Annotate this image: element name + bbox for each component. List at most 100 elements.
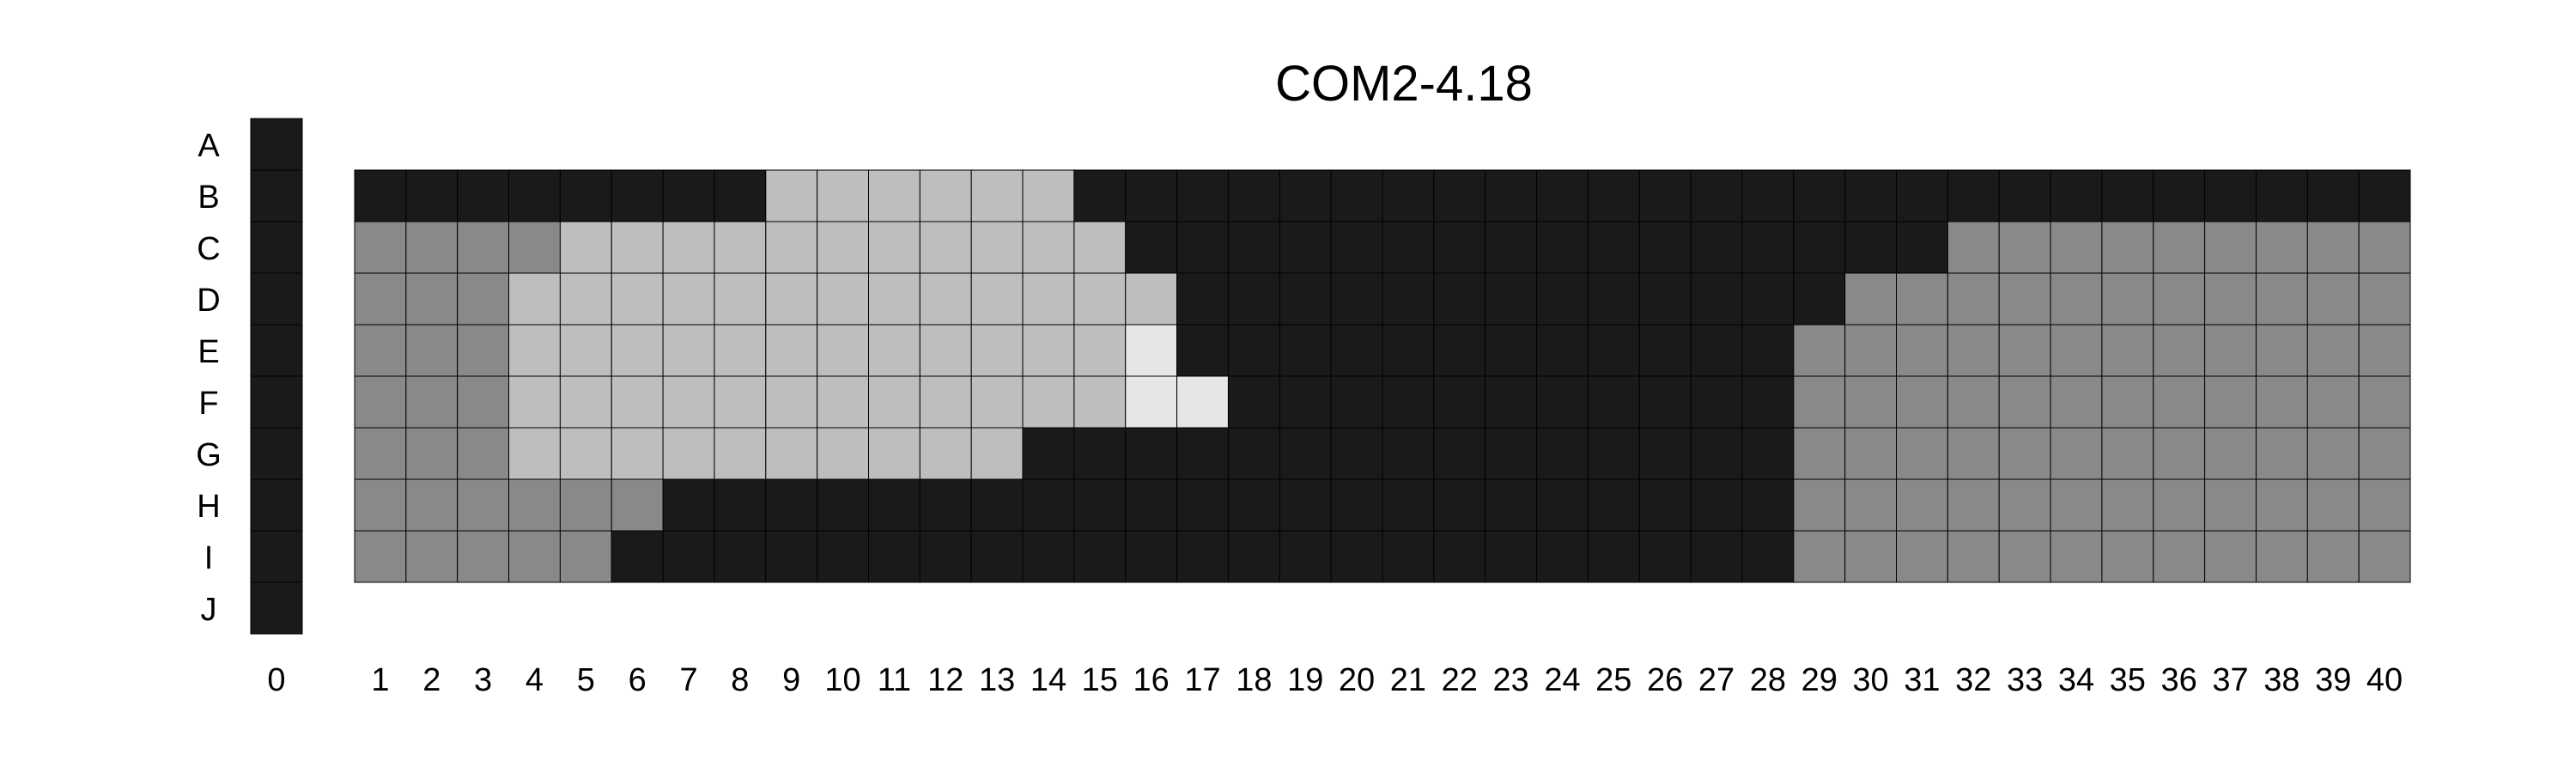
cell-G-26 xyxy=(1638,427,1692,480)
cell-H-19 xyxy=(1279,478,1332,532)
cell-B-31 xyxy=(1896,169,1948,222)
cell-F-4 xyxy=(508,375,561,429)
cell-E-21 xyxy=(1382,324,1435,377)
cell-E-0 xyxy=(250,324,303,377)
cell-D-18 xyxy=(1227,272,1280,326)
column-label-3: 3 xyxy=(474,662,492,698)
cell-D-11 xyxy=(868,272,920,326)
cell-F-9 xyxy=(765,375,818,429)
cell-G-14 xyxy=(1022,427,1075,480)
cell-H-25 xyxy=(1587,478,1640,532)
column-labels: 0 1 2 3 4 5 6 7 8 9 10 11 12 13 14 15 16 17 18 19 20 21 22 23 24… xyxy=(267,662,2403,698)
cell-E-4 xyxy=(508,324,561,377)
column-label-23: 23 xyxy=(1492,662,1528,698)
cell-G-18 xyxy=(1227,427,1280,480)
cell-D-31 xyxy=(1896,272,1948,326)
cell-C-14 xyxy=(1022,221,1075,274)
cell-H-26 xyxy=(1638,478,1692,532)
cell-E-11 xyxy=(868,324,920,377)
cell-D-36 xyxy=(2153,272,2206,326)
cell-H-9 xyxy=(765,478,818,532)
cell-D-8 xyxy=(714,272,767,326)
cell-H-2 xyxy=(405,478,459,532)
cell-D-29 xyxy=(1793,272,1846,326)
column-label-15: 15 xyxy=(1082,662,1118,698)
cell-E-34 xyxy=(2050,324,2103,377)
cell-C-16 xyxy=(1125,221,1178,274)
cell-I-25 xyxy=(1587,530,1640,583)
cell-D-23 xyxy=(1485,272,1538,326)
column-label-25: 25 xyxy=(1595,662,1631,698)
cell-G-37 xyxy=(2204,427,2257,480)
cell-D-3 xyxy=(457,272,510,326)
cell-I-24 xyxy=(1536,530,1589,583)
cell-H-6 xyxy=(611,478,664,532)
cell-F-22 xyxy=(1433,375,1486,429)
cell-H-21 xyxy=(1382,478,1435,532)
cell-F-20 xyxy=(1330,375,1383,429)
column-label-19: 19 xyxy=(1287,662,1323,698)
cell-G-19 xyxy=(1279,427,1332,480)
cell-C-7 xyxy=(662,221,715,274)
cell-C-11 xyxy=(868,221,920,274)
cell-C-32 xyxy=(1947,221,2000,274)
cell-D-30 xyxy=(1844,272,1897,326)
heatmap-grid xyxy=(354,169,2411,583)
cell-H-39 xyxy=(2306,478,2360,532)
column-label-2: 2 xyxy=(422,662,440,698)
cell-F-39 xyxy=(2306,375,2360,429)
cell-E-26 xyxy=(1638,324,1692,377)
cell-C-5 xyxy=(559,221,612,274)
cell-H-8 xyxy=(714,478,767,532)
cell-G-1 xyxy=(354,427,407,480)
cell-D-10 xyxy=(817,272,870,326)
column-label-26: 26 xyxy=(1647,662,1683,698)
cell-D-37 xyxy=(2204,272,2257,326)
cell-H-15 xyxy=(1073,478,1127,532)
cell-D-33 xyxy=(1998,272,2051,326)
cell-C-1 xyxy=(354,221,407,274)
column-label-20: 20 xyxy=(1339,662,1375,698)
cell-E-23 xyxy=(1485,324,1538,377)
column-label-37: 37 xyxy=(2212,662,2248,698)
cell-F-8 xyxy=(714,375,767,429)
cell-D-19 xyxy=(1279,272,1332,326)
cell-B-34 xyxy=(2050,169,2103,222)
cell-G-35 xyxy=(2101,427,2154,480)
cell-D-26 xyxy=(1638,272,1692,326)
cell-B-21 xyxy=(1382,169,1435,222)
cell-H-31 xyxy=(1896,478,1948,532)
cell-F-29 xyxy=(1793,375,1846,429)
cell-H-29 xyxy=(1793,478,1846,532)
cell-C-2 xyxy=(405,221,459,274)
cell-E-36 xyxy=(2153,324,2206,377)
cell-B-5 xyxy=(559,169,612,222)
cell-D-38 xyxy=(2255,272,2308,326)
cell-H-28 xyxy=(1741,478,1795,532)
cell-I-37 xyxy=(2204,530,2257,583)
cell-G-15 xyxy=(1073,427,1127,480)
cell-I-8 xyxy=(714,530,767,583)
cell-F-2 xyxy=(405,375,459,429)
cell-H-4 xyxy=(508,478,561,532)
column-label-17: 17 xyxy=(1184,662,1220,698)
cell-G-34 xyxy=(2050,427,2103,480)
cell-C-10 xyxy=(817,221,870,274)
cell-H-35 xyxy=(2101,478,2154,532)
cell-C-15 xyxy=(1073,221,1127,274)
cell-E-30 xyxy=(1844,324,1897,377)
cell-G-12 xyxy=(919,427,972,480)
cell-B-30 xyxy=(1844,169,1897,222)
column-label-29: 29 xyxy=(1801,662,1838,698)
cell-D-7 xyxy=(662,272,715,326)
cell-C-34 xyxy=(2050,221,2103,274)
cell-D-40 xyxy=(2358,272,2411,326)
cell-A-0 xyxy=(250,118,303,171)
cell-B-26 xyxy=(1638,169,1692,222)
column-label-36: 36 xyxy=(2161,662,2197,698)
cell-C-21 xyxy=(1382,221,1435,274)
cell-E-22 xyxy=(1433,324,1486,377)
cell-E-10 xyxy=(817,324,870,377)
cell-I-31 xyxy=(1896,530,1948,583)
